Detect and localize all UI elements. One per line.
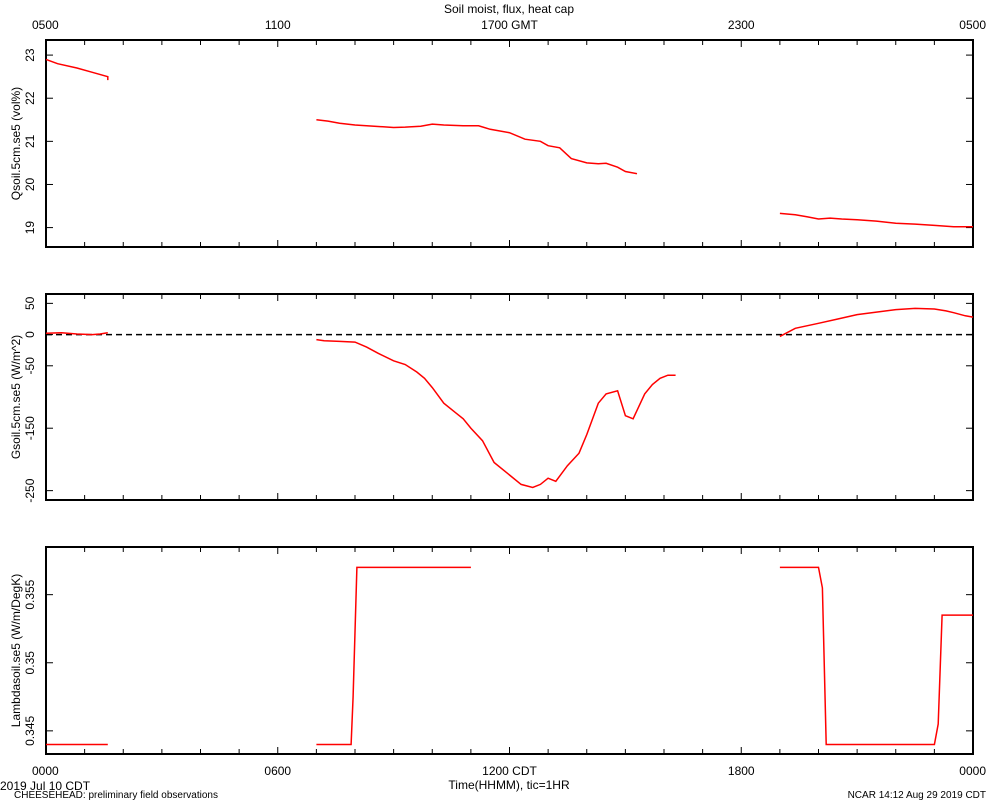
series-line <box>779 307 974 338</box>
y-tick-label: -50 <box>23 357 37 375</box>
y-tick-label: -250 <box>23 478 37 502</box>
y-axis-label: Gsoil.5cm.se5 (W/m^2) <box>9 335 23 459</box>
bottom-tick-label: 0600 <box>264 764 291 778</box>
y-tick-label: 20 <box>23 177 37 191</box>
top-tick-label: 0500 <box>32 18 59 32</box>
y-tick-label: 0.355 <box>23 579 37 609</box>
plot-frame <box>45 293 974 501</box>
series-line <box>316 338 676 489</box>
y-tick-label: 0.35 <box>23 651 37 675</box>
series-line <box>316 566 471 746</box>
series-line <box>45 331 108 336</box>
series-line <box>316 119 638 175</box>
y-tick-label: 21 <box>23 134 37 148</box>
soil-heat-flux-panel: 50 0 -50 -150 -250 Gsoil.5cm.se5 (W/m^2) <box>9 293 974 503</box>
top-tick-label: 1700 GMT <box>481 18 538 32</box>
footer-date: 2019 Jul 10 CDT <box>0 779 91 793</box>
plot-frame <box>45 39 974 248</box>
y-tick-label: 50 <box>23 296 37 310</box>
y-tick-label: 22 <box>23 91 37 105</box>
y-axis-label: Lambdasoil.se5 (W/m/DegK) <box>9 574 23 727</box>
x-axis-label: Time(HHMM), tic=1HR <box>448 778 570 792</box>
y-tick-label: 19 <box>23 221 37 235</box>
bottom-tick-label: 0000 <box>959 764 986 778</box>
bottom-tick-label: 0000 <box>32 764 59 778</box>
bottom-axis: 0000 0600 1200 CDT 1800 0000 <box>32 764 986 778</box>
top-tick-label: 0500 <box>959 18 986 32</box>
bottom-tick-label: 1200 CDT <box>482 764 537 778</box>
series-line <box>779 566 973 746</box>
y-tick-label: 0 <box>23 331 37 338</box>
y-tick-label: 23 <box>23 48 37 62</box>
bottom-tick-label: 1800 <box>728 764 755 778</box>
plot-frame <box>45 546 974 755</box>
top-tick-label: 2300 <box>728 18 755 32</box>
chart-title: Soil moist, flux, heat cap <box>444 2 574 16</box>
series-line <box>779 212 973 228</box>
footer-stamp: NCAR 14:12 Aug 29 2019 CDT <box>848 790 986 800</box>
y-tick-label: -150 <box>23 416 37 440</box>
series-line <box>45 58 109 81</box>
y-axis-label: Qsoil.5cm.se5 (vol%) <box>9 87 23 200</box>
soil-moisture-panel: 23 22 21 20 19 Qsoil.5cm.se5 (vol%) <box>9 39 974 248</box>
top-tick-label: 1100 <box>265 18 291 32</box>
y-tick-label: 0.345 <box>23 716 37 746</box>
footer-project: CHEESEHEAD: preliminary field observatio… <box>14 790 218 800</box>
top-axis: 0500 1100 1700 GMT 2300 0500 <box>32 18 986 32</box>
